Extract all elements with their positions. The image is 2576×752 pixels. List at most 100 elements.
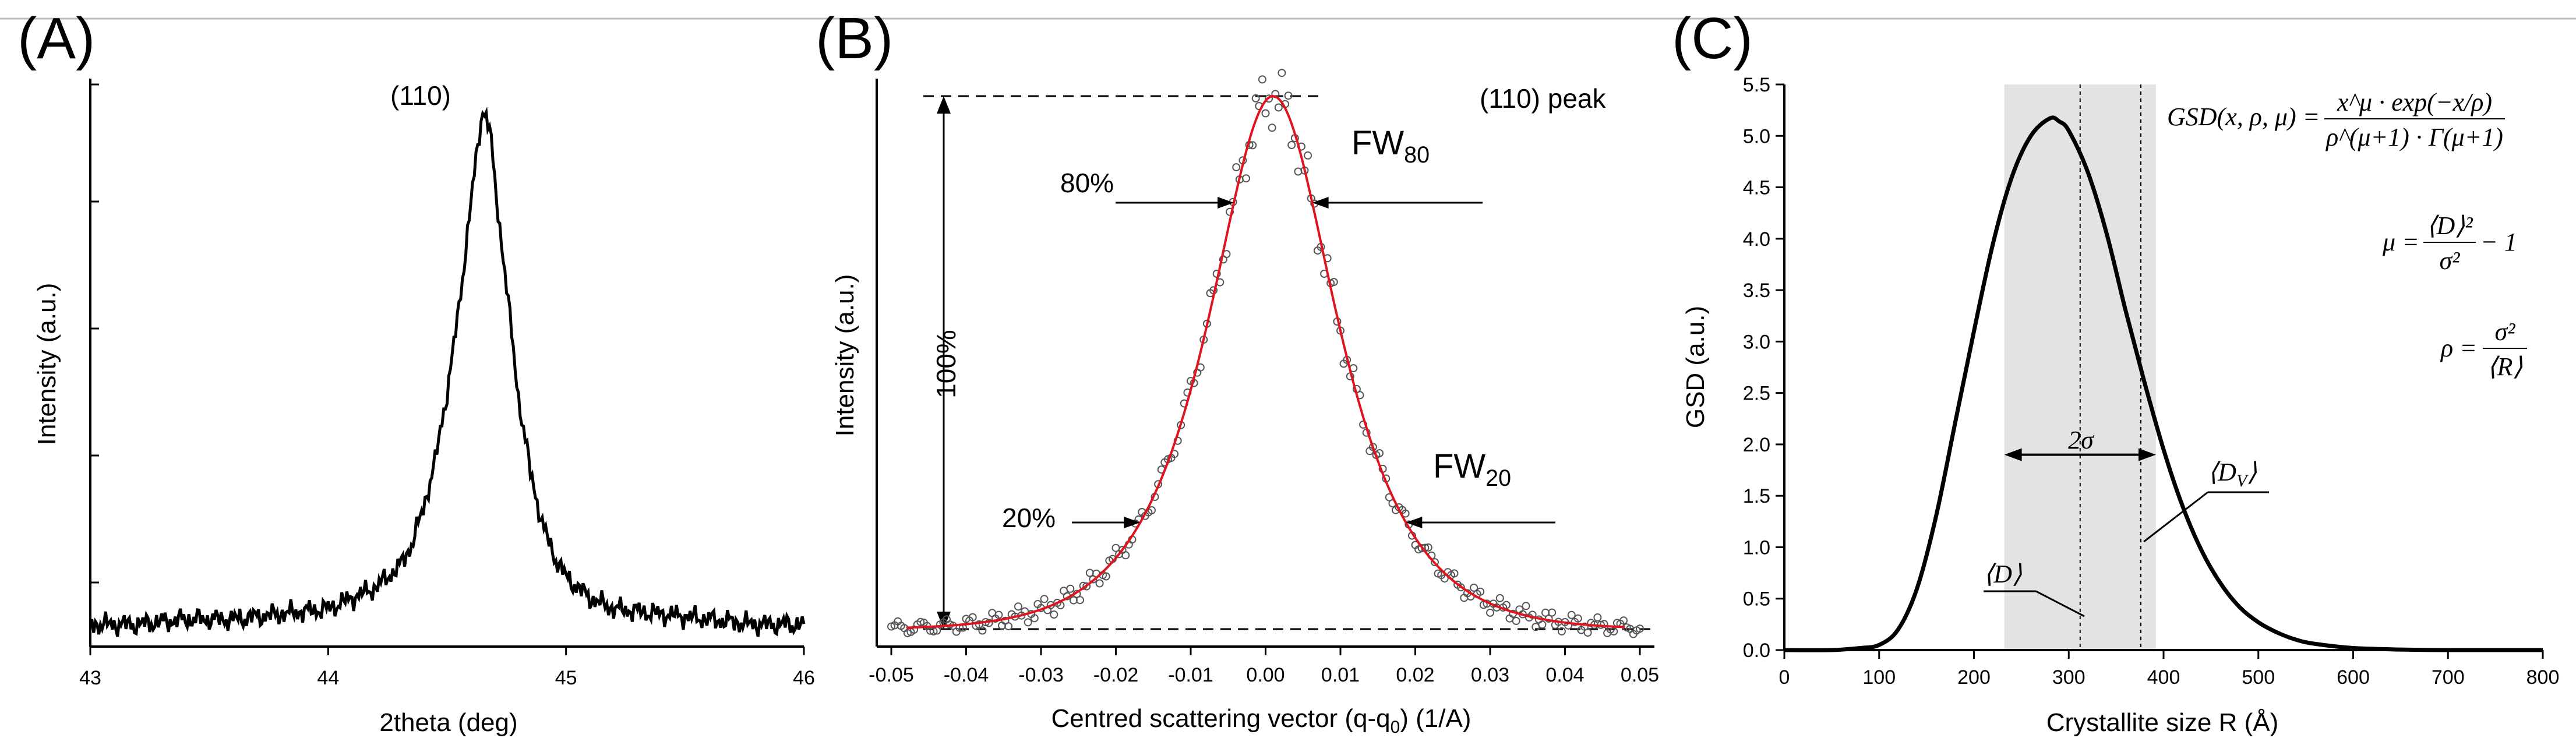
panel-b-fw20-sub: 20 — [1485, 465, 1511, 491]
panel-b-data-point — [1242, 174, 1250, 183]
panel-b-data-point — [1024, 618, 1032, 627]
panel-c-y-tick-label: 4.5 — [1743, 177, 1770, 199]
panel-b-x-tick-label: 0.04 — [1545, 664, 1584, 686]
panel-b-fw20-main: FW — [1433, 447, 1485, 485]
panel-b-data-point — [1600, 620, 1608, 629]
panel-b-data-point — [1502, 601, 1511, 609]
panel-b-x-tick-label: 0.02 — [1396, 664, 1434, 686]
panel-c-dv-sub: V — [2236, 471, 2249, 490]
panel-c-two-sigma-arrowhead-left — [2004, 448, 2022, 461]
panel-b-data-point — [1287, 141, 1296, 149]
formula-mu-numerator: ⟨D⟩² — [2426, 211, 2473, 240]
panel-c-y-tick-label: 2.5 — [1743, 383, 1770, 405]
panel-b-data-point — [1148, 506, 1156, 514]
panel-c-y-tick-label: 3.5 — [1743, 280, 1770, 302]
panel-b-data-point — [1304, 151, 1312, 160]
panel-b-data-point — [1294, 167, 1303, 176]
panel-b-data-point — [1567, 610, 1576, 619]
panel-b-data-point — [1470, 583, 1478, 592]
panel-b-fw20-left-arrowhead — [1124, 517, 1141, 528]
panel-b-data-point — [1265, 94, 1273, 103]
panel-b-data-point — [1636, 624, 1644, 633]
panel-b-data-point — [1082, 582, 1091, 591]
panel-b-data-point — [1512, 617, 1520, 625]
panel-b-data-point — [1030, 614, 1039, 623]
panel-c-dv-main: ⟨D — [2208, 458, 2236, 486]
panel-b-fw80-left-arrowhead — [1218, 197, 1234, 209]
panel-a-chart: 43 44 45 46 (110) 2theta (deg) Intensity (a… — [33, 79, 815, 737]
panel-b-data-point — [1095, 579, 1104, 588]
panel-b-data-point — [1593, 613, 1602, 622]
panel-b-data-point — [1066, 584, 1075, 593]
panel-a-x-label: 2theta (deg) — [379, 708, 517, 737]
panel-b-x-tick-label: -0.01 — [1168, 664, 1213, 686]
panel-b-x-label: Centred scattering vector (q-q0) (1/A) — [1051, 704, 1472, 737]
panel-c-x-tick-label: 300 — [2052, 666, 2085, 689]
panel-b-x-tick-label: -0.04 — [944, 664, 989, 686]
formula-rho-denominator: ⟨R⟩ — [2487, 352, 2522, 381]
panel-b-20pct-label: 20% — [1002, 503, 1056, 533]
panel-label-c: (C) — [1672, 6, 1753, 71]
panel-a-series-line — [90, 107, 806, 637]
panel-b-chart: -0.05 -0.04 -0.03 -0.02 -0.01 0.00 0.01 0.02 0.0… — [831, 69, 1659, 737]
formula-gsd-lhs: GSD(x, ρ, μ) = — [2167, 103, 2320, 131]
panel-a-x-tick-label: 46 — [793, 667, 815, 689]
panel-b-80pct-label: 80% — [1060, 168, 1114, 198]
panel-c-x-tick-label: 500 — [2242, 666, 2275, 689]
panel-c-y-tick-label: 0.0 — [1743, 640, 1770, 662]
panel-b-fw80-main: FW — [1351, 124, 1404, 162]
panel-a-x-tick-label: 43 — [79, 667, 101, 689]
panel-b-data-point — [1050, 610, 1058, 619]
panel-b-data-point — [1538, 620, 1547, 629]
panel-b-data-point — [1284, 91, 1293, 100]
panel-c-dv-close: ⟩ — [2247, 458, 2257, 486]
panel-c-dv-label: ⟨DV⟩ — [2208, 458, 2257, 490]
panel-b-data-point — [1450, 569, 1459, 578]
panel-c-x-tick-label: 100 — [1862, 666, 1896, 689]
panel-b-x-tick-label: 0.01 — [1321, 664, 1360, 686]
panel-b-data-point — [1261, 109, 1270, 118]
panel-b-data-point — [1495, 594, 1504, 602]
panel-b-data-point — [1076, 596, 1084, 605]
panel-b-data-point — [1456, 583, 1465, 592]
panel-b-data-point — [994, 610, 1003, 619]
panel-b-x-tick-label: 0.00 — [1246, 664, 1285, 686]
panel-c-mean-leader — [2035, 590, 2085, 617]
panel-b-data-point — [1268, 123, 1276, 132]
panel-c-y-tick-label: 5.0 — [1743, 125, 1770, 147]
panel-c-y-tick-label: 4.0 — [1743, 228, 1770, 250]
panel-c-dv-leader — [2143, 491, 2208, 543]
panel-b-100pct-arrowhead-top — [937, 96, 951, 114]
panel-b-data-point — [1251, 94, 1260, 103]
panel-b-x-tick-label: -0.03 — [1018, 664, 1064, 686]
panel-b-data-point — [1522, 602, 1530, 610]
panel-c-chart: 0 100 200 300 400 500 600 700 800 0.0 0.5 1.0 1.5 2.… — [1681, 74, 2559, 737]
panel-b-fw20-label: FW20 — [1433, 447, 1511, 491]
panel-b-data-point — [1274, 103, 1283, 112]
panel-c-x-tick-label: 0 — [1779, 666, 1790, 689]
panel-c-series-line — [1784, 115, 2543, 652]
formula-rho-lhs: ρ = — [2440, 334, 2477, 362]
panel-b-data-point — [1248, 141, 1257, 150]
panel-b-100pct-label: 100% — [931, 330, 961, 398]
panel-c-x-tick-label: 700 — [2432, 666, 2465, 689]
formula-gsd-numerator: x^μ · exp(−x/ρ) — [2337, 88, 2492, 116]
panel-b-data-point — [1258, 75, 1266, 84]
panel-c-y-tick-label: 2.0 — [1743, 434, 1770, 456]
panel-b-x-tick-label: 0.03 — [1471, 664, 1509, 686]
panel-b-peak-label: (110) peak — [1480, 83, 1607, 114]
panel-b-x-label-main: Centred scattering vector (q-q — [1051, 704, 1391, 733]
panel-b-x-tick-label: -0.02 — [1093, 664, 1139, 686]
panel-c-y-tick-label: 0.5 — [1743, 588, 1770, 610]
panel-b-data-point — [1014, 602, 1022, 611]
panel-b-fw20-right-arrowhead — [1406, 517, 1423, 528]
panel-c-formula-mu: μ = ⟨D⟩² σ² − 1 — [2382, 211, 2517, 275]
panel-b-data-point — [1476, 587, 1485, 596]
panel-b-data-point — [968, 613, 977, 622]
panel-b-fit-line — [906, 94, 1625, 629]
panel-c-y-tick-label: 1.0 — [1743, 536, 1770, 559]
panel-b-data-point — [1121, 551, 1130, 560]
panel-b-data-point — [1102, 572, 1110, 581]
formula-mu-tail: − 1 — [2480, 228, 2517, 256]
panel-b-data-point — [929, 627, 938, 636]
